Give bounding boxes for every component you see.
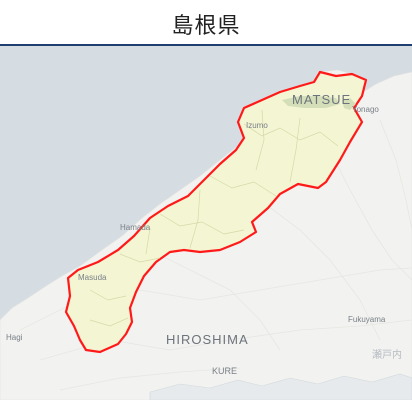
label-hiroshima: HIROSHIMA [166, 332, 249, 347]
municipal-boundaries [89, 109, 339, 327]
label-izumo: Izumo [246, 121, 268, 130]
land-islands [149, 373, 412, 400]
label-kure: KURE [212, 366, 237, 376]
label-hagi: Hagi [6, 333, 23, 342]
lake-shinji [282, 96, 340, 108]
prefecture-shimane[interactable] [64, 70, 368, 354]
page-header: 島根県 [0, 0, 412, 46]
label-setonaikai: 瀬戸内 [372, 348, 402, 361]
map-canvas[interactable]: MATSUE Izumo Yonago Hamada Masuda Hagi H… [0, 46, 412, 400]
label-hamada: Hamada [120, 223, 151, 232]
map-view[interactable]: MATSUE Izumo Yonago Hamada Masuda Hagi H… [0, 46, 412, 400]
label-masuda: Masuda [78, 273, 107, 282]
page-title: 島根県 [171, 14, 241, 39]
label-yonago: Yonago [352, 105, 379, 114]
label-matsue: MATSUE [292, 92, 351, 107]
lake-nakaumi [342, 98, 356, 110]
label-fukuyama: Fukuyama [348, 315, 386, 324]
